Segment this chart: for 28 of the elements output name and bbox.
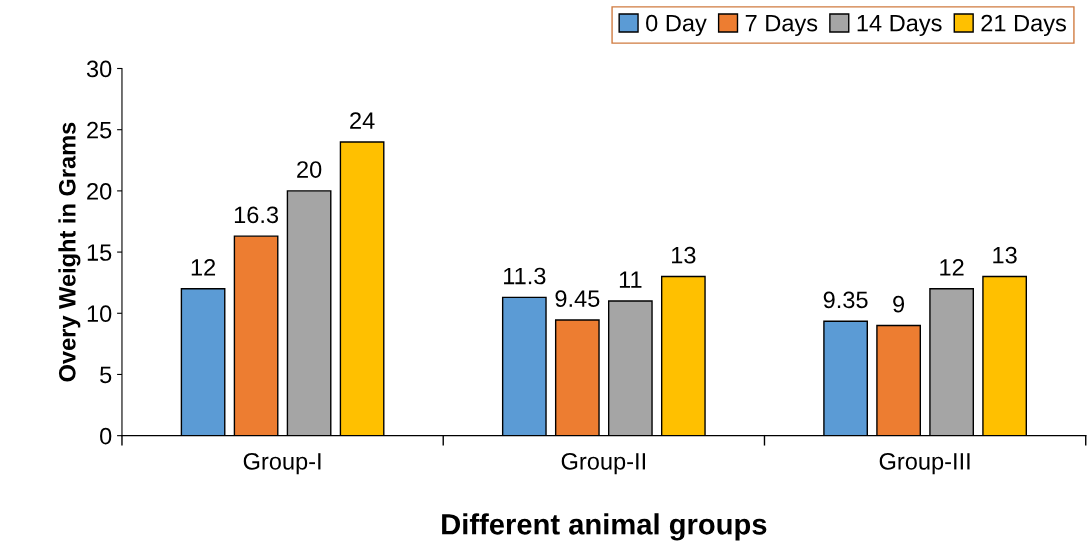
data-label: 9.35 <box>823 291 868 309</box>
data-label: 13 <box>672 246 696 264</box>
y-tick-label: 10 <box>87 305 112 323</box>
y-tick-label: 5 <box>100 366 112 384</box>
x-tick-label: Group-I <box>243 452 321 475</box>
y-tick-label: 25 <box>87 121 112 139</box>
y-tick-label: 15 <box>87 244 112 261</box>
y-axis-title: Overy Weight in Grams <box>58 122 81 382</box>
data-label: 9 <box>893 295 905 313</box>
data-label: 12 <box>940 259 964 276</box>
y-tick-label: 30 <box>86 60 112 78</box>
legend-label: 21 Days <box>981 14 1066 37</box>
data-label: 16.3 <box>234 206 279 224</box>
x-axis-title: Different animal groups <box>442 513 767 541</box>
x-tick-label: Group-III <box>879 452 970 475</box>
data-label: 11 <box>619 271 642 288</box>
legend-label: 7 Days <box>745 14 818 37</box>
data-label: 20 <box>297 161 322 178</box>
data-label: 11.3 <box>504 267 546 285</box>
data-label: 24 <box>350 112 375 129</box>
y-tick-label: 0 <box>100 427 112 445</box>
legend-label: 14 Days <box>857 14 942 37</box>
y-tick-label: 20 <box>87 182 112 200</box>
data-label: 9.45 <box>555 290 600 307</box>
data-label: 13 <box>993 246 1017 264</box>
legend-label: 0 Day <box>646 14 707 37</box>
x-tick-label: Group-II <box>561 452 645 475</box>
data-label: 12 <box>191 259 216 276</box>
